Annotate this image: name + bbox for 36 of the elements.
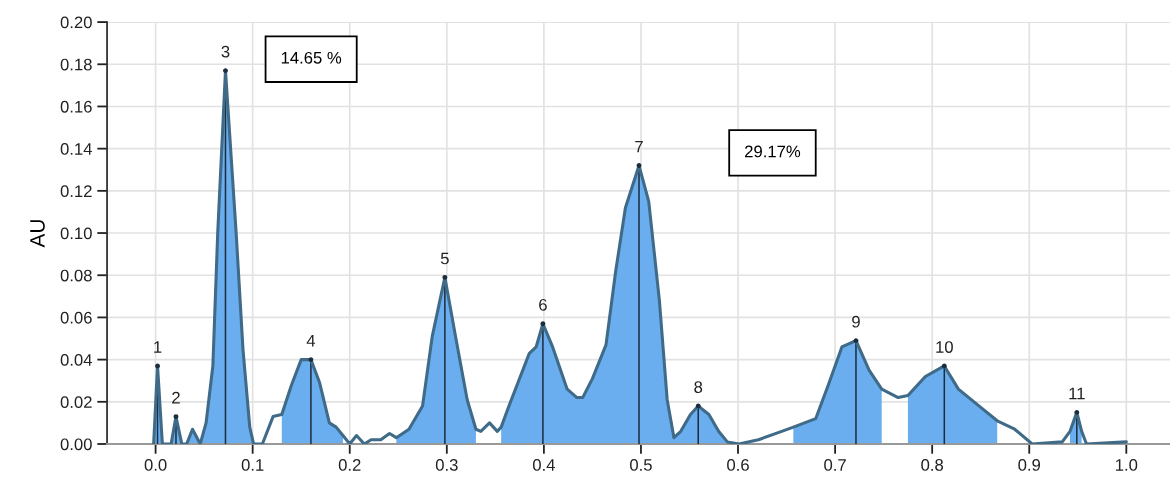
y-tick-label: 0.12 bbox=[60, 185, 92, 198]
annotation: 3 bbox=[221, 45, 230, 58]
annotation: 5 bbox=[440, 252, 449, 265]
x-tick-label: 0.6 bbox=[727, 459, 749, 471]
annotation: 29.17% bbox=[745, 145, 801, 158]
annotation: 9 bbox=[852, 315, 860, 328]
y-tick-label: 0.20 bbox=[60, 16, 92, 29]
y-tick-label: 0.18 bbox=[60, 58, 92, 71]
x-tick-label: 0.7 bbox=[824, 459, 846, 471]
annotation: 11 bbox=[1069, 387, 1085, 400]
y-axis-title: AU bbox=[30, 220, 45, 248]
x-tick-label: 0.1 bbox=[241, 459, 264, 471]
x-tick-label: 0.3 bbox=[435, 459, 458, 471]
y-tick-label: 0.14 bbox=[60, 143, 92, 155]
y-tick-label: 0.04 bbox=[60, 354, 92, 366]
annotation: 6 bbox=[539, 298, 547, 311]
annotation: 10 bbox=[936, 341, 953, 353]
y-tick-label: 0.06 bbox=[60, 311, 92, 324]
x-tick-label: 0.5 bbox=[630, 459, 652, 471]
annotation: 7 bbox=[635, 140, 643, 153]
x-tick-label: 0.2 bbox=[338, 459, 361, 471]
y-tick-label: 0.02 bbox=[60, 396, 92, 409]
x-tick-label: 0.9 bbox=[1018, 459, 1041, 471]
y-tick-label: 0.00 bbox=[60, 438, 92, 451]
x-tick-label: 0.4 bbox=[532, 459, 555, 471]
y-tick-label: 0.10 bbox=[60, 227, 92, 240]
annotation: 1 bbox=[154, 341, 162, 353]
annotation: 14.65 % bbox=[281, 51, 342, 64]
x-tick-label: 0.8 bbox=[921, 459, 944, 471]
y-tick-label: 0.08 bbox=[60, 269, 92, 282]
annotation: 4 bbox=[306, 334, 316, 347]
annotation: 2 bbox=[172, 391, 180, 404]
x-tick-label: 1.0 bbox=[1116, 459, 1138, 471]
annotation: 8 bbox=[694, 381, 703, 394]
y-tick-label: 0.16 bbox=[60, 100, 92, 113]
x-tick-label: 0.0 bbox=[144, 459, 167, 471]
